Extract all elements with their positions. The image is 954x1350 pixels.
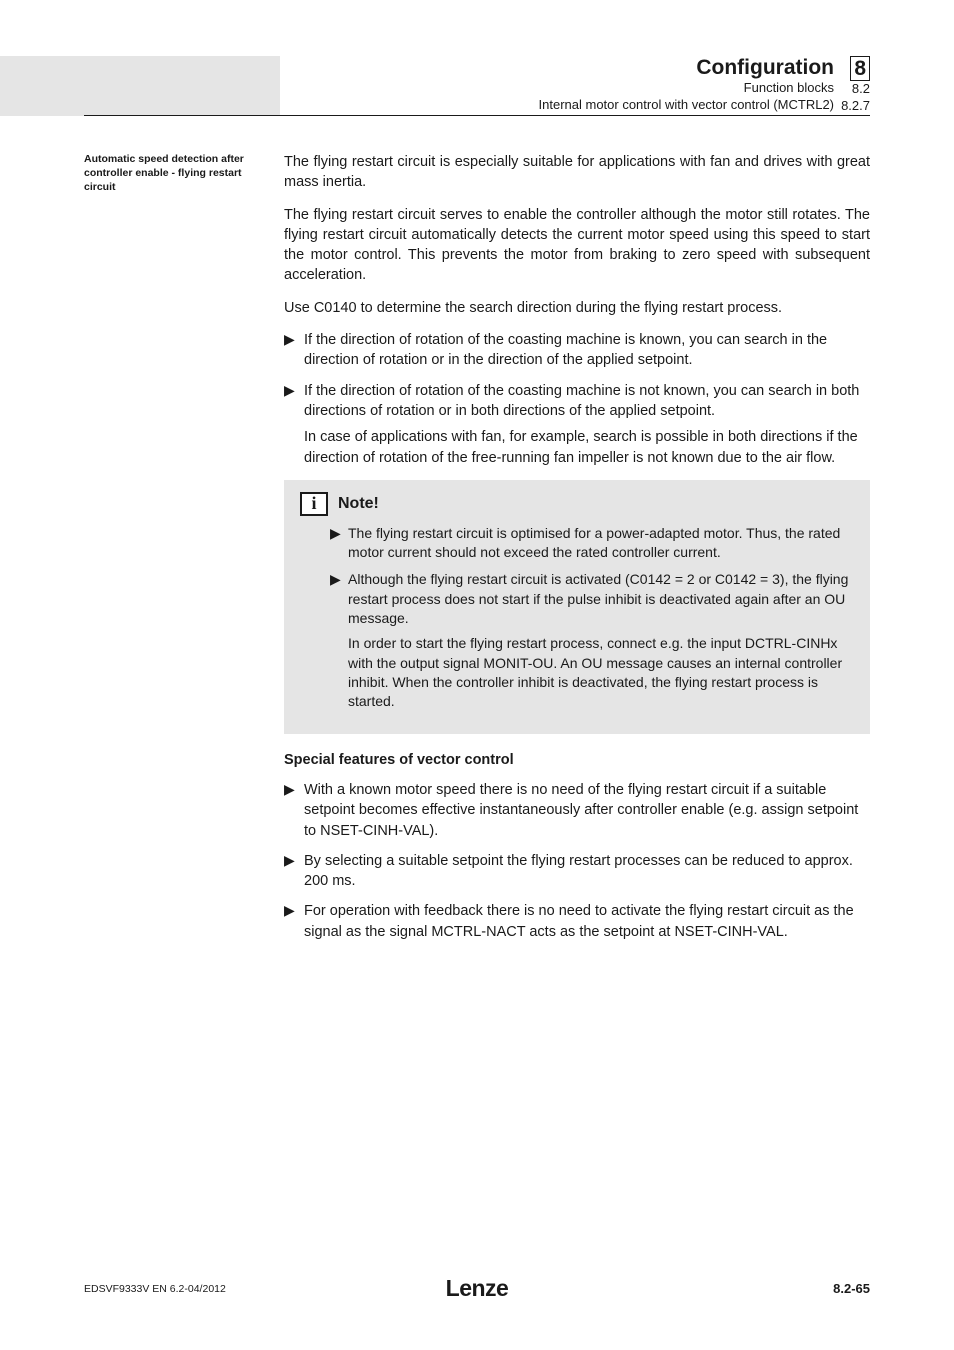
triangle-bullet-icon: ▶ (330, 524, 348, 563)
section-number: 8.2 (841, 81, 870, 98)
paragraph-3: Use C0140 to determine the search direct… (284, 298, 870, 318)
note-item-text: The flying restart circuit is optimised … (348, 524, 854, 563)
note-title: Note! (338, 493, 379, 515)
page-header: Configuration Function blocks Internal m… (84, 56, 870, 116)
footer-doc-id: EDSVF9333V EN 6.2-04/2012 (84, 1283, 226, 1295)
triangle-bullet-icon: ▶ (284, 851, 304, 892)
header-numbers: 8 8.2 8.2.7 (841, 56, 870, 115)
bullet-text: With a known motor speed there is no nee… (304, 780, 870, 841)
bullet-item: ▶ If the direction of rotation of the co… (284, 381, 870, 468)
sidebar-label: Automatic speed detection after controll… (84, 152, 264, 954)
note-item: ▶ Although the flying restart circuit is… (330, 570, 854, 711)
paragraph-2: The flying restart circuit serves to ena… (284, 205, 870, 286)
note-item: ▶ The flying restart circuit is optimise… (330, 524, 854, 563)
page-footer: EDSVF9333V EN 6.2-04/2012 Lenze 8.2-65 (84, 1281, 870, 1296)
bullet-text: If the direction of rotation of the coas… (304, 330, 870, 371)
note-box: i Note! ▶ The flying restart circuit is … (284, 480, 870, 734)
content-area: Automatic speed detection after controll… (84, 152, 870, 954)
bullet-item: ▶ For operation with feedback there is n… (284, 901, 870, 942)
chapter-number: 8 (850, 56, 870, 81)
bullet-item: ▶ By selecting a suitable setpoint the f… (284, 851, 870, 892)
bullet-list-1: ▶ If the direction of rotation of the co… (284, 330, 870, 468)
bullet-text-inner: If the direction of rotation of the coas… (304, 383, 859, 419)
bullet-item: ▶ If the direction of rotation of the co… (284, 330, 870, 371)
bullet-subtext: In case of applications with fan, for ex… (304, 427, 870, 468)
bullet-text: By selecting a suitable setpoint the fly… (304, 851, 870, 892)
note-inner-paragraph: In order to start the flying restart pro… (348, 634, 854, 711)
footer-page-number: 8.2-65 (833, 1281, 870, 1296)
subsection-number: 8.2.7 (841, 98, 870, 115)
header-subtitle-1: Function blocks (539, 80, 834, 97)
triangle-bullet-icon: ▶ (284, 901, 304, 942)
info-icon: i (300, 492, 328, 516)
header-text-block: Configuration Function blocks Internal m… (539, 56, 870, 114)
note-item-text: Although the flying restart circuit is a… (348, 570, 854, 711)
bullet-item: ▶ With a known motor speed there is no n… (284, 780, 870, 841)
bullet-text: If the direction of rotation of the coas… (304, 381, 870, 468)
note-item-text-inner: Although the flying restart circuit is a… (348, 571, 848, 626)
bullet-list-2: ▶ With a known motor speed there is no n… (284, 780, 870, 942)
header-title: Configuration (539, 56, 834, 80)
header-subtitle-2: Internal motor control with vector contr… (539, 97, 834, 114)
triangle-bullet-icon: ▶ (284, 330, 304, 371)
triangle-bullet-icon: ▶ (330, 570, 348, 711)
note-header: i Note! (300, 492, 854, 516)
lenze-logo: Lenze (446, 1275, 509, 1302)
paragraph-1: The flying restart circuit is especially… (284, 152, 870, 193)
triangle-bullet-icon: ▶ (284, 780, 304, 841)
bullet-text: For operation with feedback there is no … (304, 901, 870, 942)
note-list: ▶ The flying restart circuit is optimise… (300, 524, 854, 712)
triangle-bullet-icon: ▶ (284, 381, 304, 468)
main-column: The flying restart circuit is especially… (284, 152, 870, 954)
sub-heading: Special features of vector control (284, 750, 870, 770)
